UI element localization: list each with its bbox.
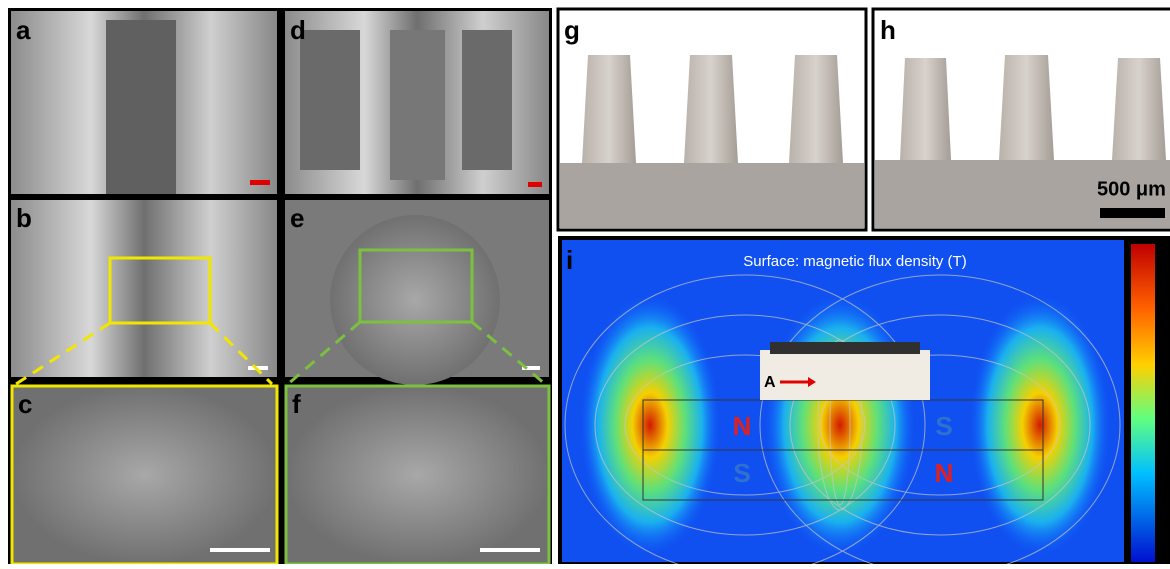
- panel-label: b: [16, 203, 32, 233]
- image-f: [284, 384, 551, 566]
- panel-label: f: [292, 389, 301, 419]
- colorbar-tick-label: 0.6: [1156, 476, 1170, 491]
- panel-label: i: [566, 245, 573, 275]
- simulation-title: Surface: magnetic flux density (T): [743, 253, 966, 270]
- panel-label: a: [16, 15, 31, 45]
- scale-bar-label: 500 μm: [1097, 178, 1166, 200]
- panel-label: c: [18, 389, 32, 419]
- colorbar-tick-label: 1.4: [1156, 334, 1170, 349]
- arrow-label: A: [764, 374, 776, 391]
- pole-label: N: [733, 411, 752, 441]
- colorbar-tick-label: 0.8: [1156, 441, 1170, 456]
- pole-label: S: [733, 458, 750, 488]
- panel-label: d: [290, 15, 306, 45]
- panel-label: e: [290, 203, 304, 233]
- colorbar-tick-label: 0.2: [1156, 547, 1170, 562]
- colorbar: [1131, 244, 1155, 562]
- colorbar-tick-label: 1.2: [1156, 370, 1170, 385]
- image-b: [11, 200, 277, 377]
- pole-label: N: [935, 458, 954, 488]
- panel-label: h: [880, 15, 896, 45]
- image-c: [10, 384, 279, 566]
- colorbar-tick-label: 1.0: [1156, 405, 1170, 420]
- colorbar-tick-label: 1.8: [1156, 263, 1170, 278]
- pole-label: S: [935, 411, 952, 441]
- colorbar-tick-label: 1.6: [1156, 299, 1170, 314]
- panel-label: g: [564, 15, 580, 45]
- colorbar-tick-label: 0.4: [1156, 512, 1170, 527]
